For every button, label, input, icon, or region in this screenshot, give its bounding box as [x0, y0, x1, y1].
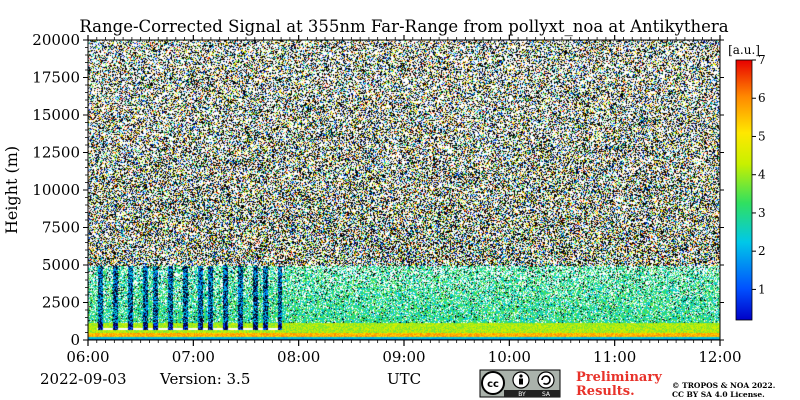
- y-tick-label: 7500: [42, 219, 80, 237]
- plot-area: [87, 39, 721, 341]
- colorbar-tick-label: 3: [758, 206, 766, 220]
- y-tick-label: 2500: [42, 294, 80, 312]
- x-axis: 06:00 07:00 08:00 09:00 10:00 11:00 12:00: [66, 35, 742, 366]
- y-tick-label: 0: [70, 331, 80, 349]
- x-tick-label: 12:00: [698, 348, 741, 366]
- by-text: BY: [518, 391, 526, 398]
- copyright-line-2: CC BY SA 4.0 License.: [672, 390, 765, 399]
- colorbar-tick-label: 5: [758, 129, 766, 143]
- x-tick-label: 07:00: [172, 348, 215, 366]
- colorbar-tick-label: 6: [758, 91, 766, 105]
- sa-icon: [537, 371, 555, 389]
- x-tick-label: 09:00: [382, 348, 425, 366]
- preliminary-label-1: Preliminary: [576, 370, 662, 385]
- colorbar-tick-label: 1: [758, 282, 766, 296]
- y-tick-label: 15000: [32, 106, 80, 124]
- y-tick-label: 5000: [42, 256, 80, 274]
- colorbar-tick-label: 7: [758, 53, 766, 67]
- colorbar-scale: [735, 59, 753, 321]
- colorbar: [a.u.] 1 2 3 4 5 6 7: [728, 43, 766, 321]
- colorbar-unit: [a.u.]: [728, 43, 760, 57]
- heatmap: [88, 40, 720, 340]
- x-tick-label: 06:00: [66, 348, 109, 366]
- y-tick-label: 20000: [32, 31, 80, 49]
- cc-icon: [481, 371, 505, 395]
- chart-title: Range-Corrected Signal at 355nm Far-Rang…: [79, 17, 728, 36]
- cc-license-badge: cc BY SA: [479, 369, 561, 398]
- y-axis: 0 2500 5000 7500 10000 12500 15000 17500 20000: [32, 31, 724, 349]
- colorbar-tick-label: 2: [758, 244, 766, 258]
- x-tick-label: 08:00: [277, 348, 320, 366]
- sa-text: SA: [542, 391, 551, 398]
- colorbar-tick-label: 4: [758, 168, 766, 182]
- y-tick-label: 10000: [32, 181, 80, 199]
- date-label: 2022-09-03: [40, 370, 126, 388]
- y-tick-label: 12500: [32, 144, 80, 162]
- copyright-line-1: © TROPOS & NOA 2022.: [672, 381, 775, 390]
- y-axis-label: Height (m): [2, 146, 21, 234]
- x-tick-label: 10:00: [488, 348, 531, 366]
- x-tick-label: 11:00: [593, 348, 636, 366]
- version-label: Version: 3.5: [159, 370, 250, 388]
- cc-text: cc: [487, 379, 499, 390]
- x-axis-label: UTC: [387, 370, 421, 388]
- y-tick-label: 17500: [32, 69, 80, 87]
- preliminary-label-2: Results.: [576, 384, 635, 399]
